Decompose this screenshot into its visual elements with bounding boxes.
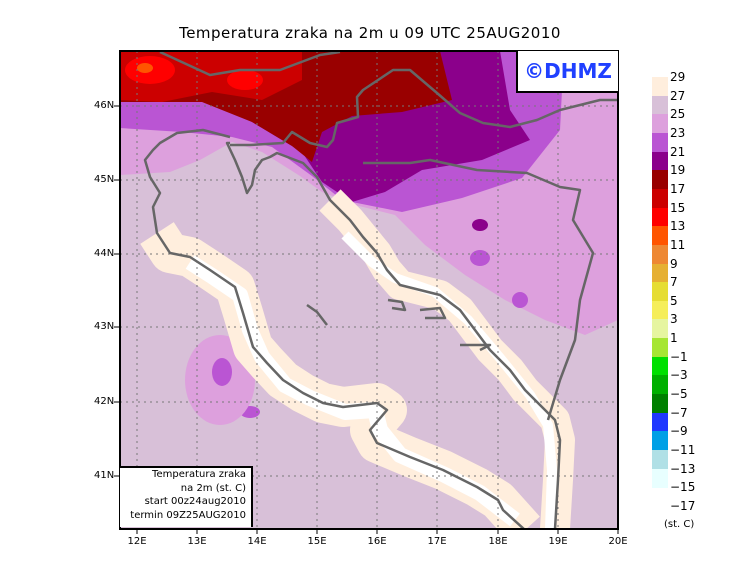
legend-label: 27 xyxy=(670,88,686,103)
legend-label: 3 xyxy=(670,312,678,327)
legend-color-box xyxy=(652,95,668,115)
axis-ticks xyxy=(114,105,619,534)
lat-label: 43N xyxy=(94,321,115,332)
coastlines xyxy=(143,51,618,529)
field-21-23 xyxy=(470,250,490,266)
legend-color-box xyxy=(652,244,668,264)
lon-label: 16E xyxy=(367,536,387,547)
legend-color-box xyxy=(652,170,668,190)
legend-label: 15 xyxy=(670,200,686,215)
legend-color-box xyxy=(652,114,668,134)
legend-color-box xyxy=(652,375,668,395)
lon-label: 18E xyxy=(488,536,508,547)
legend-label: 17 xyxy=(670,181,686,196)
legend-label: 13 xyxy=(670,219,686,234)
lon-label: 20E xyxy=(608,536,628,547)
legend-color-box xyxy=(652,338,668,358)
map-title: Temperatura zraka na 2m u 09 UTC 25AUG20… xyxy=(179,24,561,42)
legend-label: −11 xyxy=(670,443,696,457)
grid-lines xyxy=(120,51,618,529)
legend-label: −13 xyxy=(670,461,696,476)
legend-label: 5 xyxy=(670,293,678,308)
info-line: termin 09Z25AUG2010 xyxy=(130,509,246,521)
legend-label: 9 xyxy=(670,256,678,271)
legend-color-box xyxy=(652,319,668,339)
legend-label: 11 xyxy=(670,237,686,252)
legend-label: 7 xyxy=(670,275,678,290)
legend-label: 25 xyxy=(670,107,686,122)
legend-color-box xyxy=(652,132,668,152)
legend-label: −1 xyxy=(670,349,688,364)
lat-label: 46N xyxy=(94,100,115,111)
field-above-29 xyxy=(341,231,557,529)
info-box: Temperatura zraka na 2m (st. C) start 00… xyxy=(120,466,253,527)
info-line: na 2m (st. C) xyxy=(180,482,246,494)
legend-color-box xyxy=(652,468,668,488)
legend-label: −3 xyxy=(670,368,688,383)
lat-label: 41N xyxy=(94,470,115,481)
lon-label: 13E xyxy=(187,536,207,547)
legend-color-box xyxy=(652,356,668,376)
legend-color-box xyxy=(652,300,668,320)
legend-color-box xyxy=(652,431,668,451)
lat-label: 42N xyxy=(94,396,115,407)
legend-label: −15 xyxy=(670,480,696,495)
legend-label: 21 xyxy=(670,144,686,159)
legend-color-box xyxy=(652,188,668,208)
legend-color-box xyxy=(652,263,668,283)
legend-label: −5 xyxy=(670,387,688,402)
legend-color-box xyxy=(652,412,668,432)
legend-color-box xyxy=(652,282,668,302)
legend-unit: (st. C) xyxy=(664,519,695,530)
lat-label: 44N xyxy=(94,248,115,259)
legend-label: −17 xyxy=(670,498,696,513)
map-frame xyxy=(119,50,619,530)
info-line: start 00z24aug2010 xyxy=(144,496,246,507)
legend-color-box xyxy=(652,394,668,414)
legend-label: 19 xyxy=(670,163,686,178)
legend-label: 29 xyxy=(670,70,686,84)
lon-label: 12E xyxy=(127,536,147,547)
legend-label: −9 xyxy=(670,424,688,439)
legend-color-box xyxy=(652,450,668,469)
legend-color-box xyxy=(652,77,668,96)
legend-label: 1 xyxy=(670,331,678,346)
field-21-23 xyxy=(212,358,232,386)
legend-color-box xyxy=(652,207,668,227)
info-line: Temperatura zraka xyxy=(152,469,246,480)
field-19-21 xyxy=(472,219,488,231)
lon-label: 14E xyxy=(247,536,267,547)
legend-color-box xyxy=(652,151,668,171)
lon-label: 15E xyxy=(307,536,327,547)
field-21-23 xyxy=(512,292,528,308)
legend-color-box xyxy=(652,226,668,246)
lat-label: 45N xyxy=(94,174,115,185)
lon-label: 17E xyxy=(427,536,447,547)
legend-label: 23 xyxy=(670,125,686,140)
dhmz-logo: ©DHMZ xyxy=(516,51,618,93)
lon-label: 19E xyxy=(548,536,568,547)
field-11-13 xyxy=(137,63,153,73)
field-13-15 xyxy=(227,70,263,90)
legend-label: −7 xyxy=(670,405,688,420)
